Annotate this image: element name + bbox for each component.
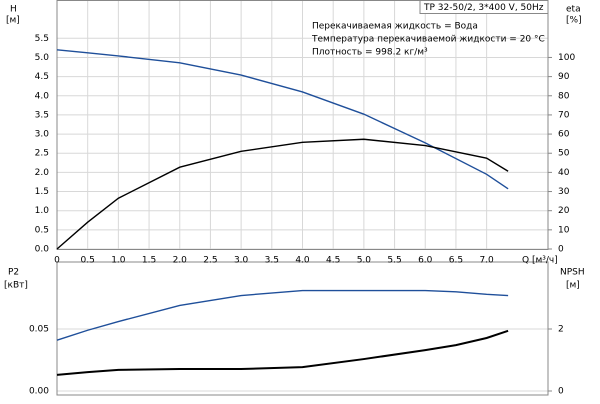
y2-axis-label: eta: [566, 5, 581, 15]
y2-tick-label: 90: [558, 72, 570, 82]
y-tick-label: 5.0: [35, 53, 50, 63]
y-tick-label: 0.00: [29, 387, 49, 397]
header-title: TP 32-50/2, 3*400 V, 50Hz: [423, 3, 544, 13]
y2-axis-unit: [м]: [566, 281, 580, 291]
y-tick-label: 0.5: [35, 225, 49, 235]
y2-tick-label: 50: [558, 149, 570, 159]
x-tick-label: 5.0: [357, 256, 372, 266]
x-axis-label: Q [м³/ч]: [522, 256, 558, 266]
y2-tick-label: 40: [558, 168, 570, 178]
y-tick-label: 4.5: [35, 72, 49, 82]
y2-tick-label: 0: [558, 387, 564, 397]
y-tick-label: 3.0: [35, 130, 50, 140]
y-tick-label: 3.5: [35, 110, 49, 120]
y2-tick-label: 0: [558, 245, 564, 255]
y-tick-label: 0.0: [35, 245, 50, 255]
info-line: Температура перекачиваемой жидкости = 20…: [311, 35, 545, 45]
y-axis-label: P2: [8, 268, 19, 278]
y2-axis-label: NPSH: [560, 268, 585, 278]
x-tick-label: 3.0: [234, 256, 249, 266]
y-tick-label: 4.0: [35, 91, 50, 101]
y-tick-label: 2.0: [35, 168, 50, 178]
y-axis-unit: [м]: [6, 16, 20, 26]
y-tick-label: 5.5: [35, 34, 49, 44]
x-tick-label: 2.5: [203, 256, 217, 266]
y-axis-unit: [кВт]: [4, 281, 28, 291]
y2-tick-label: 70: [558, 110, 570, 120]
y-tick-label: 2.5: [35, 149, 49, 159]
curve: [56, 49, 509, 190]
x-tick-label: 1.5: [142, 256, 156, 266]
curve: [56, 138, 509, 250]
x-tick-label: 6.5: [449, 256, 463, 266]
x-tick-label: 4.0: [295, 256, 310, 266]
y2-axis-unit: [%]: [566, 16, 582, 26]
x-tick-label: 2.0: [173, 256, 188, 266]
x-tick-label: 1.0: [111, 256, 126, 266]
y2-tick-label: 80: [558, 91, 570, 101]
y2-tick-label: 30: [558, 187, 570, 197]
y2-tick-label: 60: [558, 130, 570, 140]
top-frame: [56, 0, 549, 250]
x-tick-label: 4.5: [326, 256, 340, 266]
info-line: Перекачиваемая жидкость = Вода: [312, 22, 478, 32]
curve: [56, 289, 509, 341]
y2-tick-label: 100: [558, 53, 575, 63]
info-line: Плотность = 998.2 кг/м³: [312, 48, 428, 58]
y-tick-label: 0.05: [29, 325, 49, 335]
x-tick-label: 0.5: [81, 256, 95, 266]
y2-tick-label: 20: [558, 206, 570, 216]
y-tick-label: 1.5: [35, 187, 49, 197]
y-axis-label: H: [10, 5, 17, 15]
y-tick-label: 1.0: [35, 206, 50, 216]
header-box: [419, 0, 549, 14]
x-tick-label: 7.0: [479, 256, 494, 266]
x-tick-label: 3.5: [265, 256, 279, 266]
y2-tick-label: 2: [558, 325, 564, 335]
x-tick-label: 6.0: [418, 256, 433, 266]
curve: [56, 329, 509, 376]
y2-tick-label: 10: [558, 225, 570, 235]
x-tick-label: 5.5: [387, 256, 401, 266]
x-tick-label: 0: [54, 256, 60, 266]
